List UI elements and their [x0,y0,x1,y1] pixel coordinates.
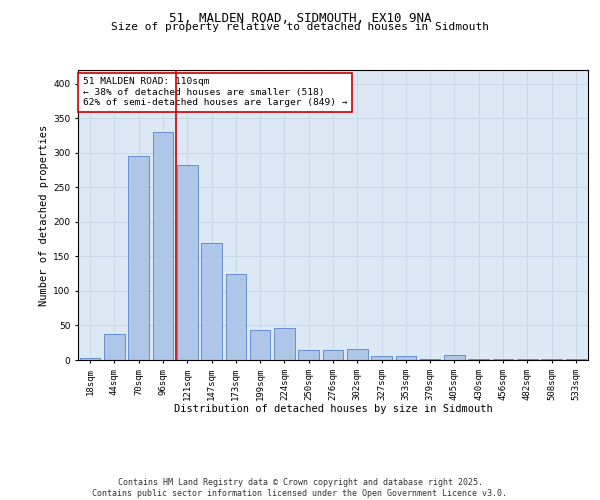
Bar [250,330,271,360]
Text: 51, MALDEN ROAD, SIDMOUTH, EX10 9NA: 51, MALDEN ROAD, SIDMOUTH, EX10 9NA [169,12,431,26]
Bar [80,358,100,360]
Text: Contains HM Land Registry data © Crown copyright and database right 2025.
Contai: Contains HM Land Registry data © Crown c… [92,478,508,498]
Bar [128,156,149,360]
Bar [177,164,197,360]
Bar [371,356,392,360]
Bar [298,350,319,360]
Text: Size of property relative to detached houses in Sidmouth: Size of property relative to detached ho… [111,22,489,32]
Bar [444,355,465,360]
Y-axis label: Number of detached properties: Number of detached properties [39,124,49,306]
Bar [493,358,514,360]
Bar [104,334,125,360]
X-axis label: Distribution of detached houses by size in Sidmouth: Distribution of detached houses by size … [173,404,493,414]
Bar [395,356,416,360]
Bar [201,242,222,360]
Bar [226,274,246,360]
Bar [323,350,343,360]
Bar [347,349,368,360]
Bar [274,328,295,360]
Bar [152,132,173,360]
Text: 51 MALDEN ROAD: 110sqm
← 38% of detached houses are smaller (518)
62% of semi-de: 51 MALDEN ROAD: 110sqm ← 38% of detached… [83,77,347,107]
